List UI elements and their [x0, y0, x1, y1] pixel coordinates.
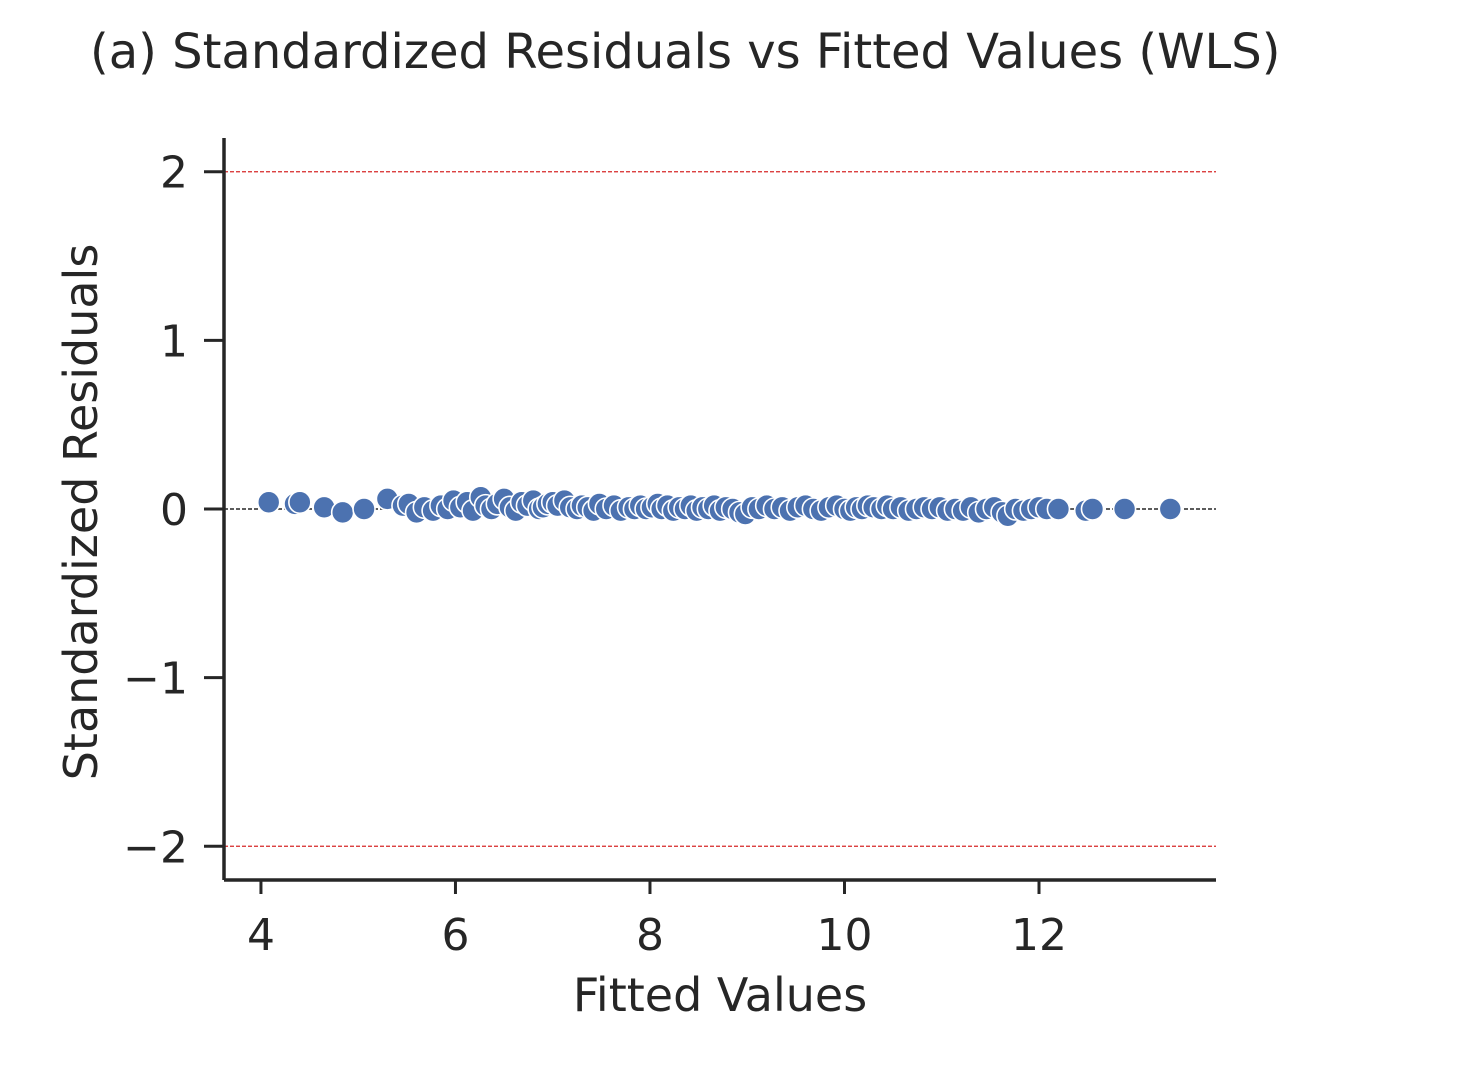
- x-tick-label: 12: [1011, 910, 1067, 961]
- x-tick-label: 10: [816, 910, 872, 961]
- x-tick-label: 4: [247, 910, 275, 961]
- data-point: [1046, 497, 1071, 521]
- data-point: [1080, 497, 1105, 521]
- y-tick-label: −1: [123, 654, 188, 705]
- data-point: [1158, 497, 1183, 521]
- y-tick-label: −2: [123, 822, 188, 873]
- y-axis-label: Standardized Residuals: [54, 244, 108, 781]
- x-tick-label: 8: [636, 910, 664, 961]
- x-tick-label: 6: [441, 910, 469, 961]
- data-point: [330, 500, 355, 525]
- y-tick-label: 0: [160, 485, 188, 536]
- data-point: [256, 490, 281, 515]
- data-point: [288, 490, 312, 515]
- data-point: [1112, 497, 1137, 521]
- data-point: [352, 497, 376, 521]
- y-tick-label: 2: [160, 148, 188, 199]
- x-axis-label: Fitted Values: [573, 968, 867, 1022]
- chart-title: (a) Standardized Residuals vs Fitted Val…: [90, 24, 1280, 80]
- y-tick-label: 1: [160, 316, 188, 367]
